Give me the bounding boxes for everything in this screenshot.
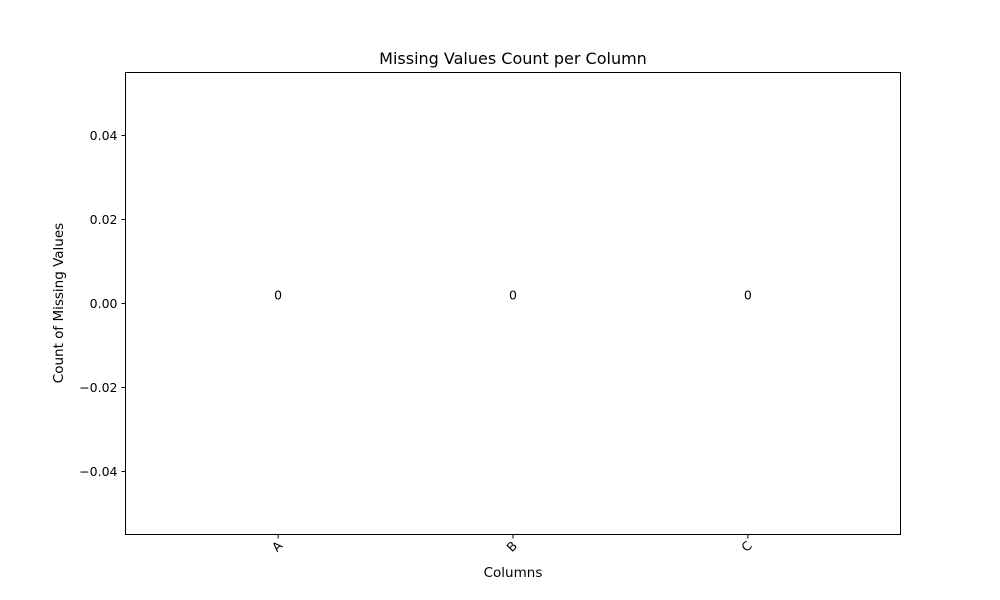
- x-tick-label-C: C: [738, 538, 755, 555]
- x-axis-label: Columns: [484, 565, 543, 581]
- data-labels-group: 0 0 0: [274, 288, 752, 303]
- y-tick-label: 0.00: [90, 296, 118, 311]
- data-label-C: 0: [744, 288, 752, 303]
- x-axis: A B C: [269, 534, 755, 555]
- data-label-A: 0: [274, 288, 282, 303]
- data-label-B: 0: [509, 288, 517, 303]
- y-axis-label: Count of Missing Values: [51, 223, 67, 383]
- y-tick-label: 0.04: [90, 128, 118, 143]
- y-axis: −0.04 −0.02 0.00 0.02 0.04: [79, 128, 126, 479]
- x-tick-label-B: B: [503, 538, 520, 555]
- y-tick-label: −0.04: [79, 464, 117, 479]
- y-tick-label: 0.02: [90, 212, 118, 227]
- plot-area-frame: [125, 72, 901, 535]
- y-tick-label: −0.02: [79, 380, 117, 395]
- x-tick-label-A: A: [269, 538, 286, 555]
- chart-title: Missing Values Count per Column: [379, 49, 647, 68]
